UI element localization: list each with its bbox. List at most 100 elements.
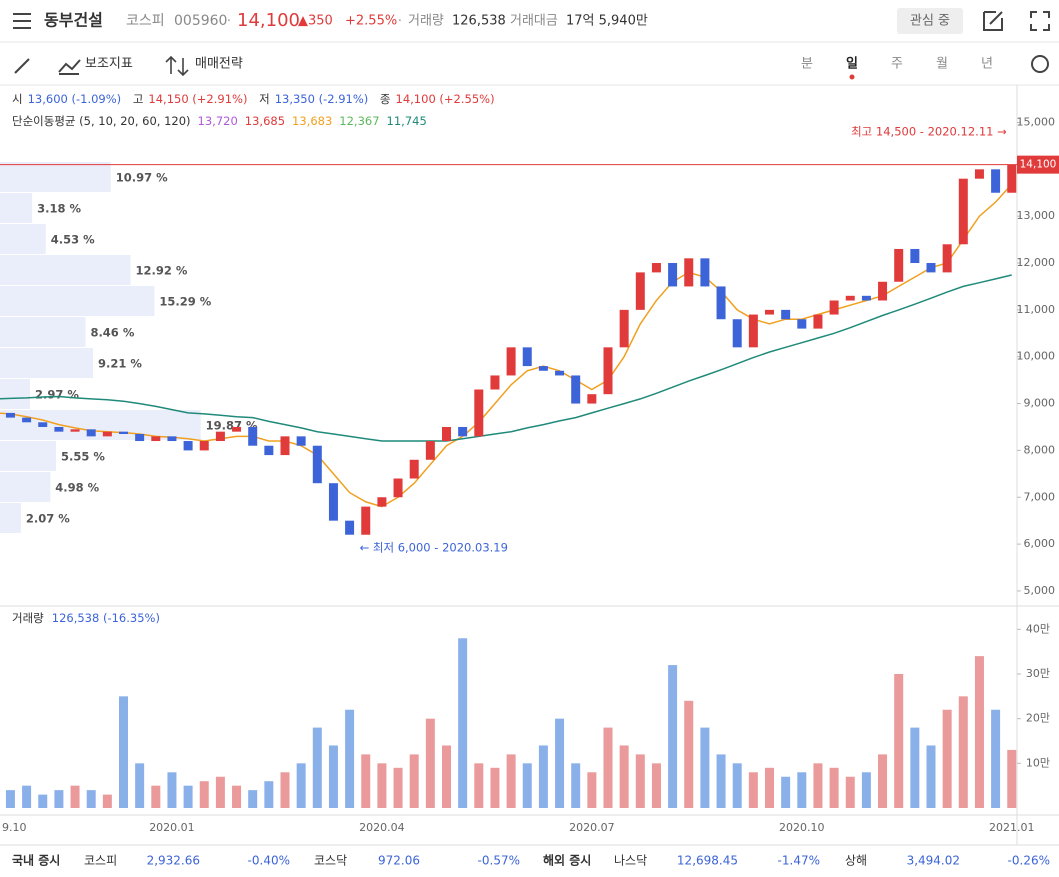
price: 14,100 <box>237 10 300 31</box>
period[interactable]: 일 <box>846 57 858 72</box>
volume-bar <box>38 794 48 808</box>
volume-bar <box>215 776 225 808</box>
volume-label: 거래량 <box>408 14 444 29</box>
strategy[interactable]: 매매전략 <box>195 57 243 72</box>
ma-value: 13,683 <box>292 114 332 128</box>
volume-bar <box>490 767 500 808</box>
footer-label: 국내 증시 <box>12 853 60 868</box>
volume-bar <box>119 696 128 808</box>
volume-bar <box>555 718 565 808</box>
strategy-icon[interactable] <box>165 55 189 77</box>
volume-bar <box>926 745 936 808</box>
volume-profile-bar <box>0 410 201 440</box>
volume-bar <box>991 709 1001 808</box>
volume-bar <box>813 763 823 808</box>
volume-profile-bar <box>0 472 51 502</box>
volume-profile-label: 3.18 % <box>37 202 81 216</box>
volume-bar <box>878 754 888 808</box>
y-tick-label: 15,000 <box>1017 115 1056 128</box>
x-tick-label: 2020.01 <box>149 821 195 834</box>
index-name: 상해 <box>845 854 867 868</box>
candle <box>781 309 791 320</box>
period[interactable]: 월 <box>936 57 948 72</box>
footer-label: 해외 증시 <box>543 853 591 868</box>
candle <box>716 286 726 320</box>
volume-profile-bar <box>0 255 131 285</box>
ma-value: 13,720 <box>198 114 238 128</box>
x-tick-label: 2020.07 <box>569 821 615 834</box>
candle <box>490 375 500 390</box>
menu-icon[interactable] <box>13 13 31 29</box>
candle <box>232 426 242 432</box>
volume-bar <box>86 790 96 808</box>
volume-bar <box>264 781 274 808</box>
candle <box>942 244 952 273</box>
volume-bar <box>781 776 791 808</box>
indicators[interactable]: 보조지표 <box>85 57 133 72</box>
volume-bar <box>442 745 451 808</box>
ma-legend: 단순이동평균 (5, 10, 20, 60, 120) 13,720 13,685 1… <box>12 114 427 128</box>
candle <box>328 483 338 521</box>
candle <box>86 429 96 437</box>
index-pct: -0.26% <box>1008 854 1050 868</box>
y-tick-label: 8,000 <box>1024 443 1056 456</box>
volume-profile-label: 10.97 % <box>116 171 168 185</box>
last-price-label: 14,100 <box>1020 159 1057 171</box>
stock-name: 동부건설 <box>44 11 103 30</box>
candle <box>571 375 581 404</box>
volume-profile-label: 19.87 % <box>206 419 258 433</box>
candle <box>167 436 177 442</box>
candle <box>668 263 678 287</box>
ohlc-label: 저 <box>259 92 270 106</box>
ohlc: 시 13,600 (-1.09%) 고 14,150 (+2.91%) 저 13,35… <box>12 92 495 106</box>
x-tick-label: 9.10 <box>2 821 27 834</box>
candle <box>54 426 64 432</box>
code: 005960 <box>174 13 227 29</box>
volume-bar <box>393 767 403 808</box>
ohlc-label: 고 <box>133 92 144 106</box>
period-dot <box>849 74 855 80</box>
indicator-icon[interactable] <box>58 59 81 75</box>
amount: 17억 5,940만 <box>566 14 648 29</box>
volume-profile-bar <box>0 503 21 533</box>
y-tick-label: 6,000 <box>1024 537 1056 550</box>
volume-bar <box>5 790 15 808</box>
period[interactable]: 년 <box>981 57 993 72</box>
index-name: 코스닥 <box>314 854 347 868</box>
low-annotation: ← 최저 6,000 - 2020.03.19 <box>360 541 508 555</box>
volume-profile-label: 4.53 % <box>51 233 95 247</box>
amount-label: 거래대금 <box>510 14 558 29</box>
period[interactable]: 주 <box>891 57 903 72</box>
volume-bar <box>312 727 322 808</box>
volume-bar <box>328 745 338 808</box>
volume-summary: 126,538 (-16.35%) <box>52 611 160 625</box>
candle <box>619 309 629 348</box>
draw-icon[interactable] <box>14 58 30 74</box>
volume-profile-bar <box>0 348 94 378</box>
candle <box>474 389 484 437</box>
watch-button[interactable] <box>897 8 963 34</box>
candle <box>280 436 290 456</box>
volume-bar <box>797 772 807 808</box>
index-name: 코스피 <box>84 854 117 868</box>
candle <box>555 370 565 376</box>
y-tick-label: 40만 <box>1026 622 1050 635</box>
ma-label: 단순이동평균 (5, 10, 20, 60, 120) <box>12 114 191 128</box>
ohlc-value: 14,150 (+2.91%) <box>148 92 247 106</box>
index-name: 나스닥 <box>614 854 647 868</box>
candle <box>442 426 451 442</box>
candle <box>974 169 984 179</box>
edit-icon[interactable] <box>983 11 1003 31</box>
volume-profile-label: 5.55 % <box>61 450 105 464</box>
candle <box>248 426 258 446</box>
settings-icon[interactable] <box>1031 55 1049 73</box>
period[interactable]: 분 <box>801 57 813 72</box>
y-tick-label: 12,000 <box>1017 256 1056 269</box>
ma-value: 11,745 <box>387 114 427 128</box>
candle <box>635 272 645 310</box>
volume-bar <box>151 785 161 808</box>
volume-bar <box>458 638 468 808</box>
volume-profile-bar <box>0 441 57 471</box>
fullscreen-icon[interactable] <box>1030 11 1050 31</box>
candle <box>1007 164 1017 193</box>
